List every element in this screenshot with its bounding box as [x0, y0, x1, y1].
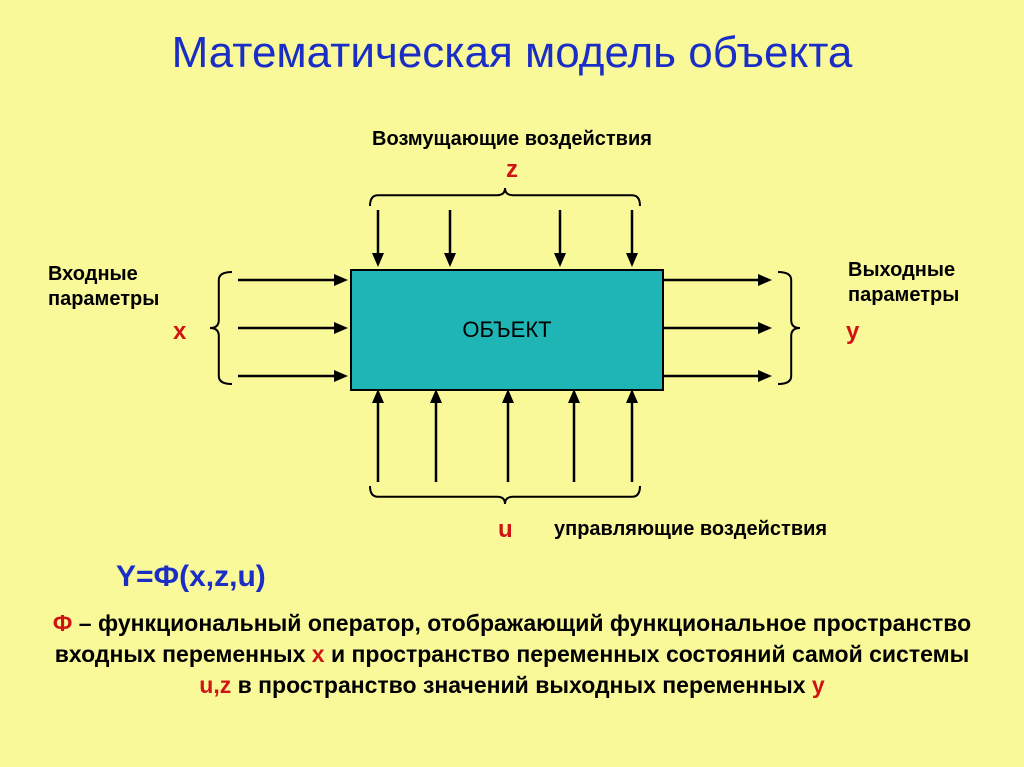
label-z: z	[0, 156, 1024, 184]
object-label: ОБЪЕКТ	[462, 317, 551, 343]
object-box: ОБЪЕКТ	[350, 269, 664, 391]
desc-y: y	[812, 672, 825, 698]
label-output-params: Выходные параметры	[848, 258, 959, 308]
label-input-line1: Входные	[48, 263, 138, 285]
label-control-actions: управляющие воздействия	[554, 518, 827, 541]
desc-phi: Ф	[53, 610, 73, 636]
slide-root: Математическая модель объекта Возмущающи…	[0, 0, 1024, 767]
label-output-line2: параметры	[848, 284, 959, 306]
label-input-line2: параметры	[48, 288, 159, 310]
label-disturbances: Возмущающие воздействия	[0, 128, 1024, 151]
desc-t3: в пространство значений выходных перемен…	[231, 672, 812, 698]
slide-title: Математическая модель объекта	[0, 28, 1024, 78]
label-y: y	[846, 318, 859, 346]
desc-uz: u,z	[199, 672, 231, 698]
desc-x: x	[312, 641, 325, 667]
formula: Y=Ф(x,z,u)	[116, 560, 266, 594]
label-x: x	[173, 318, 186, 346]
description: Ф – функциональный оператор, отображающи…	[40, 608, 984, 701]
label-output-line1: Выходные	[848, 259, 955, 281]
label-input-params: Входные параметры	[48, 262, 159, 312]
desc-t2: и пространство переменных состояний само…	[325, 641, 970, 667]
label-u: u	[498, 516, 513, 544]
